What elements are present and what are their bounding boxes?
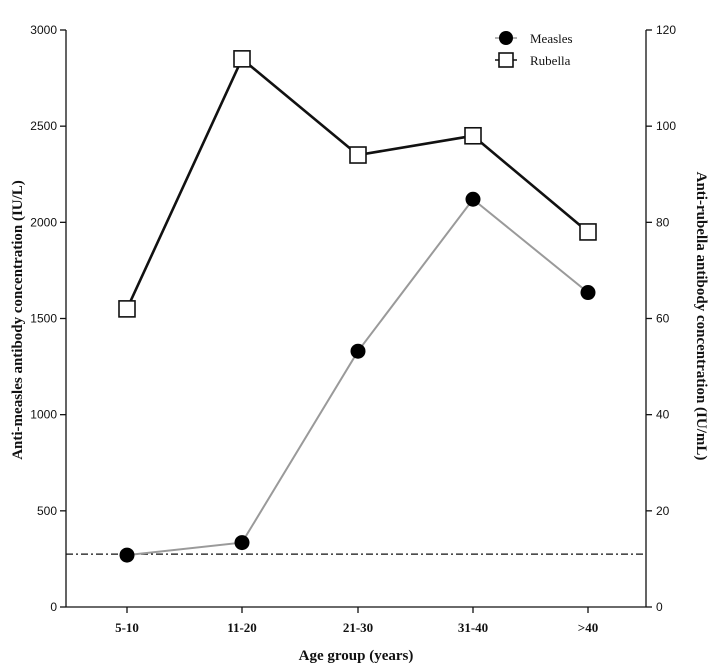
y-right-tick-label: 100 [656,119,676,133]
y-left-tick-label: 0 [50,600,57,614]
y-right-tick-label: 60 [656,312,670,326]
y-axis-right-title: Anti-rubella antibody concentration (IU/… [693,172,709,461]
rubella-point [233,50,251,68]
y-right-tick-label: 0 [656,600,663,614]
rubella-point [464,126,482,145]
x-tick-label: 5-10 [115,620,139,635]
x-axis-title: Age group (years) [299,648,414,664]
y-left-tick-label: 1500 [30,312,57,326]
measles-point [119,547,135,563]
y-left-tick-label: 3000 [30,23,57,37]
y-left-tick-label: 500 [37,504,57,518]
measles-point [465,191,481,207]
rubella-point [118,300,136,318]
legend-rubella-marker [498,52,514,68]
x-tick-label: 21-30 [343,620,373,635]
legend-measles-label: Measles [530,31,573,46]
y-left-tick-label: 1000 [30,408,57,422]
x-tick-label: >40 [578,620,598,635]
y-left-tick-label: 2000 [30,215,57,229]
legend-measles-marker [499,31,513,45]
measles-series-line [126,197,589,557]
legend-rubella-label: Rubella [530,53,571,68]
rubella-series-line [125,56,589,310]
measles-point [580,285,596,301]
measles-point [234,535,250,551]
y-axis-left-title: Anti-measles antibody concentration (IU/… [10,180,26,460]
x-tick-label: 11-20 [227,620,257,635]
series-layer [118,50,597,563]
ticks: 0 500 1000 1500 2000 2500 3000 0 20 40 60 80 100 120 5… [30,23,676,635]
y-right-tick-label: 20 [656,504,670,518]
x-tick-label: 31-40 [458,620,488,635]
rubella-point [579,223,597,241]
y-right-tick-label: 40 [656,408,670,422]
y-left-tick-label: 2500 [30,119,57,133]
legend: Measles Rubella [495,31,573,68]
y-right-tick-label: 120 [656,23,676,37]
y-right-tick-label: 80 [656,215,670,229]
measles-point [350,343,366,359]
axes [65,30,647,608]
rubella-point [349,146,367,164]
